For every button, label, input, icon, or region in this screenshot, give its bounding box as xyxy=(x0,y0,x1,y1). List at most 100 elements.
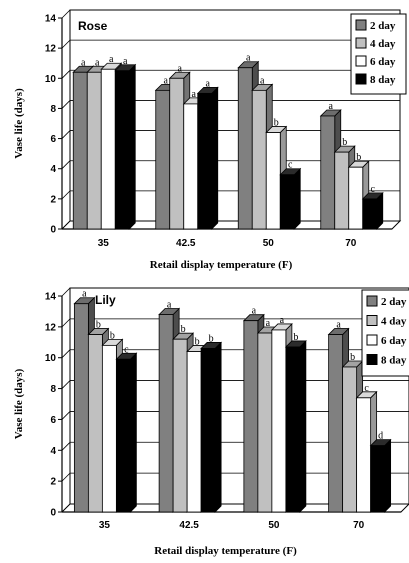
bar-side xyxy=(128,63,136,230)
bar xyxy=(348,166,364,230)
significance-letter: b xyxy=(342,137,347,148)
bar xyxy=(334,151,350,230)
y-axis-label: Vase life (days) xyxy=(13,368,25,439)
x-axis-label: Retail display temperature (F) xyxy=(154,545,297,557)
x-tick-label: 35 xyxy=(99,520,111,531)
significance-letter: a xyxy=(178,63,183,74)
significance-letter: a xyxy=(266,318,271,329)
x-tick-label: 50 xyxy=(268,520,280,531)
bar xyxy=(279,174,295,230)
bar xyxy=(237,67,253,230)
y-tick-label: 10 xyxy=(45,74,57,85)
gridline-connector xyxy=(61,160,71,169)
legend-label: 8 day xyxy=(370,74,396,86)
gridline-connector xyxy=(61,190,71,200)
y-tick-label: 2 xyxy=(50,194,56,205)
significance-letter: c xyxy=(288,160,293,171)
bar xyxy=(155,89,171,230)
legend-label: 4 day xyxy=(381,316,407,328)
x-tick-label: 42.5 xyxy=(176,238,196,249)
y-tick-label: 8 xyxy=(50,384,56,395)
panel-title: Rose xyxy=(78,19,108,33)
significance-letter: b xyxy=(110,330,115,341)
y-tick-label: 12 xyxy=(45,44,57,55)
bar-side xyxy=(299,339,307,513)
significance-letter: a xyxy=(329,101,334,112)
bar xyxy=(342,366,358,513)
bar xyxy=(265,132,281,230)
bar xyxy=(169,77,185,230)
gridline-connector xyxy=(61,349,71,358)
significance-letter: a xyxy=(81,57,86,68)
y-tick-label: 8 xyxy=(50,104,56,115)
bar-side xyxy=(214,341,222,513)
significance-letter: c xyxy=(364,383,369,394)
bar xyxy=(197,92,213,230)
significance-letter: a xyxy=(280,315,285,326)
x-tick-label: 50 xyxy=(263,238,275,249)
gridline-connector xyxy=(61,100,71,109)
y-tick-label: 4 xyxy=(50,446,56,457)
bar xyxy=(285,346,301,513)
significance-letter: b xyxy=(96,320,101,331)
y-tick-label: 0 xyxy=(50,225,56,236)
gridline-connector xyxy=(61,70,71,79)
panel-title: Lily xyxy=(95,293,116,307)
legend-label: 6 day xyxy=(381,335,407,347)
bar-side xyxy=(293,167,301,230)
legend-swatch xyxy=(366,295,378,307)
legend-label: 6 day xyxy=(370,56,396,68)
bar xyxy=(172,338,188,513)
legend: 2 day 4 day 6 day 8 day xyxy=(361,289,409,377)
significance-letter: a xyxy=(192,89,197,100)
gridline-connector xyxy=(61,130,71,139)
bar-side xyxy=(384,438,392,513)
significance-letter: b xyxy=(350,352,355,363)
significance-letter: a xyxy=(109,54,114,65)
significance-letter: b xyxy=(356,152,361,163)
gridline-connector xyxy=(61,472,71,482)
significance-letter: b xyxy=(274,118,279,129)
bar xyxy=(328,334,344,513)
significance-letter: a xyxy=(336,320,341,331)
x-tick-label: 42.5 xyxy=(179,520,199,531)
x-tick-label: 70 xyxy=(353,520,365,531)
bar xyxy=(200,348,216,513)
significance-letter: a xyxy=(252,306,257,317)
bar xyxy=(100,68,116,230)
significance-letter: a xyxy=(206,78,211,89)
y-tick-label: 4 xyxy=(50,164,56,175)
legend-label: 2 day xyxy=(381,296,407,308)
y-tick-label: 14 xyxy=(45,14,57,25)
bar xyxy=(114,70,130,230)
bar xyxy=(251,89,267,230)
y-tick-label: 12 xyxy=(45,322,57,333)
significance-letter: b xyxy=(293,332,298,343)
x-axis-label: Retail display temperature (F) xyxy=(150,259,293,271)
gridline-connector xyxy=(61,287,71,297)
bar xyxy=(115,358,131,513)
legend: 2 day 4 day 6 day 8 day xyxy=(350,13,407,95)
bar-side xyxy=(211,86,219,230)
bar xyxy=(320,115,336,230)
significance-letter: a xyxy=(260,75,265,86)
x-tick-label: 70 xyxy=(345,238,357,249)
bar xyxy=(243,320,259,513)
bar xyxy=(101,344,117,513)
gridline-connector xyxy=(61,411,71,420)
legend-swatch xyxy=(355,73,367,85)
significance-letter: d xyxy=(378,431,383,442)
significance-letter: a xyxy=(123,56,128,67)
legend-swatch xyxy=(355,55,367,67)
legend-swatch xyxy=(355,19,367,31)
gridline-connector xyxy=(61,318,71,328)
y-tick-label: 10 xyxy=(45,353,57,364)
legend-swatch xyxy=(366,315,378,326)
bar xyxy=(87,334,103,513)
legend-swatch xyxy=(366,334,378,346)
bar xyxy=(186,351,202,513)
legend-label: 4 day xyxy=(370,38,396,50)
significance-letter: b xyxy=(195,337,200,348)
